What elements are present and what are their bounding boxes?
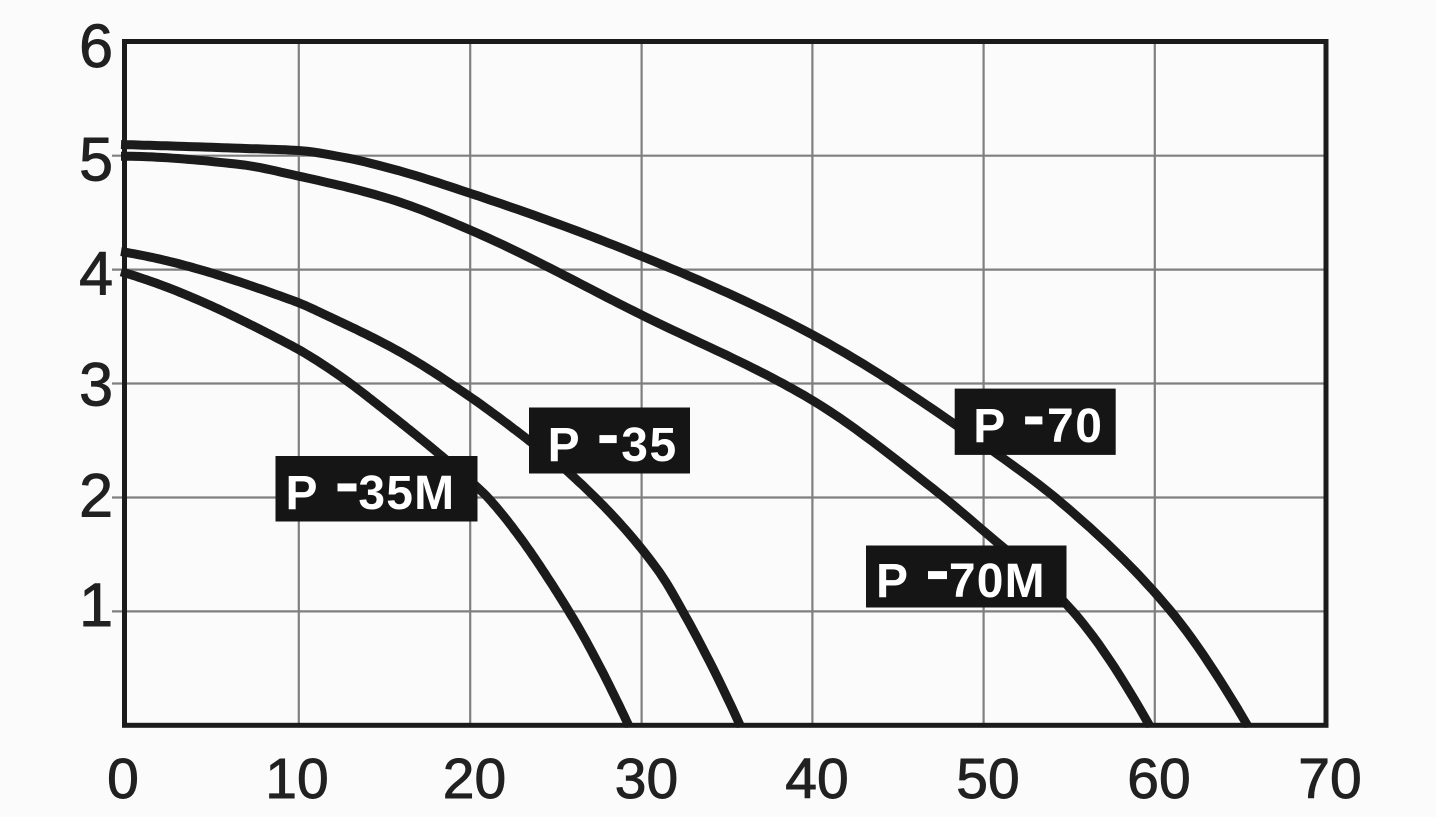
svg-text:6: 6 [79,12,113,80]
svg-text:3: 3 [79,351,113,419]
svg-text:35M: 35M [358,467,455,520]
svg-text:4: 4 [79,240,113,308]
svg-text:2: 2 [79,462,113,530]
svg-text:70M: 70M [949,555,1046,608]
svg-text:50: 50 [956,747,1019,811]
svg-text:30: 30 [615,747,678,811]
svg-text:35: 35 [621,419,677,472]
svg-text:20: 20 [443,747,506,811]
svg-text:0: 0 [107,747,139,811]
svg-text:P: P [876,555,908,608]
svg-text:10: 10 [265,747,328,811]
svg-text:P: P [973,400,1005,453]
svg-text:P: P [548,419,580,472]
svg-text:70: 70 [1298,747,1361,811]
svg-text:5: 5 [79,126,113,194]
svg-text:40: 40 [785,747,848,811]
svg-text:70: 70 [1047,400,1103,453]
svg-text:P: P [286,467,318,520]
svg-text:1: 1 [79,571,113,639]
svg-text:60: 60 [1127,747,1190,811]
